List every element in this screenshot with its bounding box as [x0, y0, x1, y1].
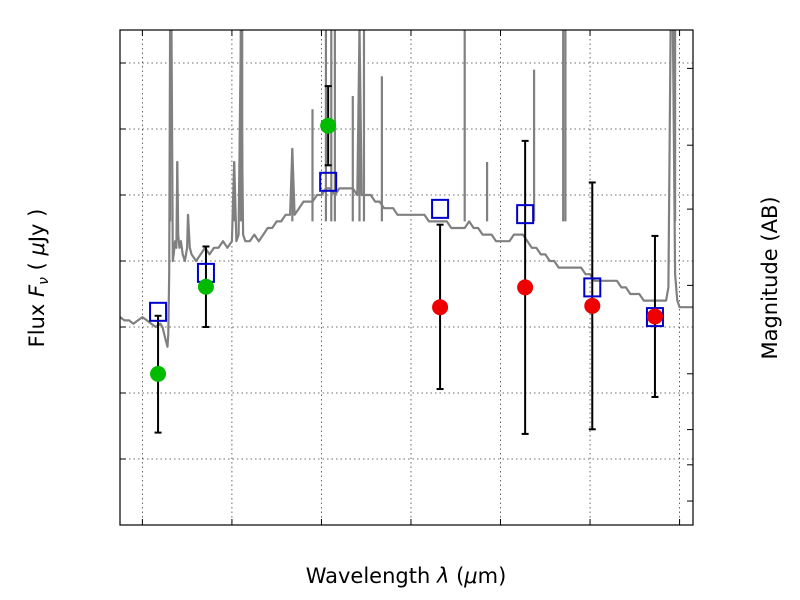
- y-axis-title: Flux Fν ( μJy ): [25, 209, 52, 348]
- detection-point: [320, 117, 337, 134]
- detection-point: [197, 278, 214, 295]
- plot-area: [120, 30, 693, 435]
- y-axis-right-title: Magnitude (AB): [758, 196, 782, 359]
- model-photometry-square: [645, 307, 664, 328]
- model-photometry-square: [583, 277, 602, 298]
- model-photometry-square: [431, 198, 450, 219]
- model-photometry-square: [319, 171, 338, 192]
- axis-ticks: [120, 30, 693, 526]
- model-photometry-markers: [149, 171, 664, 328]
- nondetection-point: [517, 279, 534, 296]
- model-spectrum-line: [120, 30, 693, 348]
- plot-frame: [119, 29, 694, 526]
- observed-photometry-markers: [150, 117, 663, 382]
- detection-point: [150, 365, 167, 382]
- model-photometry-square: [516, 204, 535, 225]
- nondetection-point: [646, 308, 663, 325]
- x-axis-title: Wavelength λ (μm): [306, 564, 507, 588]
- model-photometry-square: [149, 301, 168, 322]
- grid-lines: [120, 30, 693, 525]
- nondetection-point: [432, 299, 449, 316]
- nondetection-point: [584, 297, 601, 314]
